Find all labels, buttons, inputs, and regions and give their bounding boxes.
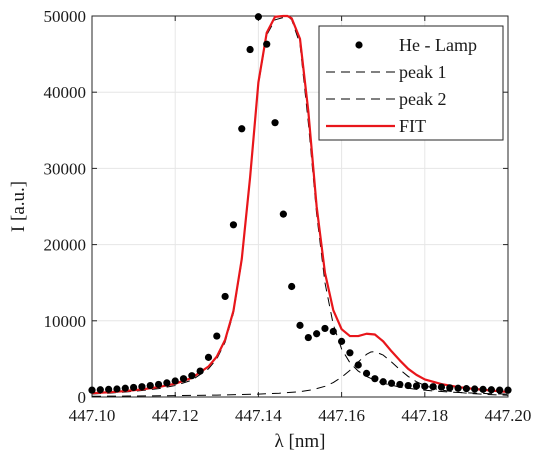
data-point bbox=[329, 327, 337, 336]
data-point bbox=[404, 381, 412, 390]
y-tick-label: 50000 bbox=[44, 7, 87, 26]
data-point bbox=[130, 383, 138, 392]
data-point bbox=[121, 384, 129, 392]
data-point bbox=[387, 379, 396, 387]
data-point bbox=[346, 349, 354, 357]
series bbox=[88, 13, 512, 397]
x-axis-label: λ [nm] bbox=[275, 431, 326, 452]
data-point bbox=[471, 385, 479, 393]
data-point bbox=[163, 379, 171, 387]
data-point bbox=[96, 386, 104, 394]
data-point bbox=[487, 386, 495, 394]
legend-label: FIT bbox=[399, 116, 426, 136]
data-point bbox=[196, 367, 204, 375]
series-he-lamp bbox=[88, 13, 512, 394]
y-tick-label: 40000 bbox=[44, 83, 87, 102]
data-point bbox=[313, 330, 321, 338]
data-point bbox=[446, 384, 454, 392]
data-point bbox=[504, 386, 512, 394]
y-tick-label: 0 bbox=[78, 388, 87, 407]
legend-item-peak-2: peak 2 bbox=[326, 89, 446, 109]
x-tick-label: 447.20 bbox=[485, 406, 532, 425]
y-axis-tick-labels: 0 10000 20000 30000 40000 50000 bbox=[44, 7, 87, 407]
data-point bbox=[454, 384, 462, 392]
data-point bbox=[396, 380, 404, 389]
data-point bbox=[496, 386, 504, 394]
legend-item-fit: FIT bbox=[326, 116, 426, 136]
legend: He - Lamp peak 1 peak 2 FIT bbox=[318, 25, 504, 141]
data-point bbox=[362, 369, 371, 377]
legend-items: He - Lamp peak 1 peak 2 FIT bbox=[326, 35, 477, 136]
data-point bbox=[338, 337, 346, 345]
data-point bbox=[221, 292, 229, 301]
data-point bbox=[105, 385, 113, 393]
data-point bbox=[246, 45, 254, 54]
data-point bbox=[437, 383, 446, 391]
data-point bbox=[304, 333, 312, 342]
data-point bbox=[171, 377, 179, 385]
data-point bbox=[229, 221, 238, 229]
data-point bbox=[479, 385, 487, 393]
data-point bbox=[88, 386, 96, 394]
x-tick-label: 447.10 bbox=[69, 406, 116, 425]
data-point bbox=[379, 378, 387, 386]
legend-label: peak 1 bbox=[399, 62, 446, 82]
data-point bbox=[179, 375, 188, 383]
data-point bbox=[254, 13, 262, 21]
data-point bbox=[263, 40, 271, 48]
data-point bbox=[412, 382, 421, 390]
y-tick-label: 20000 bbox=[44, 236, 87, 255]
legend-box bbox=[318, 25, 504, 141]
y-axis-label: I [a.u.] bbox=[8, 181, 29, 232]
data-point bbox=[238, 125, 246, 133]
y-tick-label: 10000 bbox=[44, 312, 87, 331]
data-point bbox=[146, 381, 154, 390]
data-point bbox=[204, 353, 213, 361]
legend-label: He - Lamp bbox=[399, 35, 477, 55]
x-axis-tick-labels: 447.10 447.12 447.14 447.16 447.18 447.20 bbox=[69, 406, 532, 425]
data-point bbox=[462, 385, 470, 393]
data-point bbox=[271, 119, 279, 127]
x-tick-label: 447.18 bbox=[401, 406, 448, 425]
data-point bbox=[288, 282, 296, 291]
x-tick-label: 447.16 bbox=[318, 406, 365, 425]
plot-frame bbox=[91, 15, 509, 398]
data-point bbox=[321, 324, 329, 333]
legend-item-he-lamp: He - Lamp bbox=[355, 35, 477, 55]
x-tick-label: 447.12 bbox=[152, 406, 199, 425]
data-point bbox=[279, 210, 287, 218]
data-point bbox=[371, 375, 379, 383]
data-point bbox=[429, 383, 437, 391]
data-point bbox=[213, 332, 221, 340]
legend-label: peak 2 bbox=[399, 89, 446, 109]
legend-marker bbox=[355, 41, 363, 49]
data-point bbox=[296, 321, 304, 329]
data-point bbox=[354, 361, 362, 369]
data-point bbox=[188, 372, 196, 380]
data-point bbox=[421, 382, 429, 390]
data-point bbox=[138, 383, 146, 391]
data-point bbox=[154, 380, 163, 389]
y-tick-label: 30000 bbox=[44, 159, 87, 178]
legend-item-peak-1: peak 1 bbox=[326, 62, 446, 82]
x-tick-label: 447.14 bbox=[235, 406, 282, 425]
data-point bbox=[113, 385, 121, 393]
